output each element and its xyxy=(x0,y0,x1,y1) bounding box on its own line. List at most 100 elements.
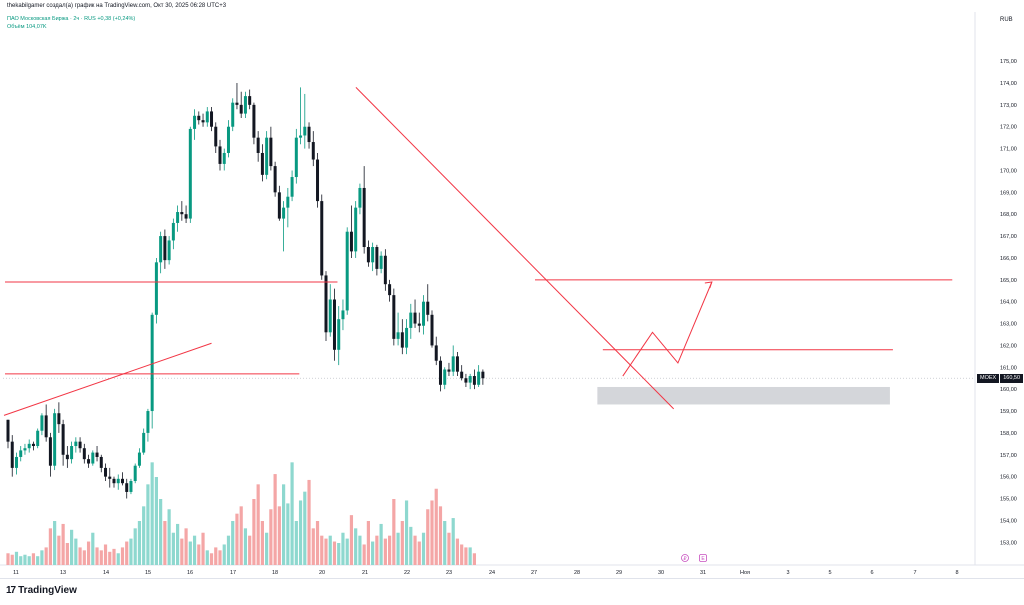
candle-body xyxy=(460,371,464,379)
candle-body xyxy=(48,437,52,466)
volume-bar xyxy=(44,547,48,565)
candle-body xyxy=(354,207,358,252)
volume-bar xyxy=(23,554,27,565)
volume-bar xyxy=(239,506,243,565)
candle-body xyxy=(409,312,413,328)
candle-body xyxy=(184,214,188,219)
candle-body xyxy=(388,284,392,296)
candle-body xyxy=(286,196,290,208)
x-tick-label: 16 xyxy=(187,570,193,576)
candle-body xyxy=(328,299,332,333)
candle-body xyxy=(146,411,150,433)
volume-bar xyxy=(209,553,214,565)
y-tick-label: 153,00 xyxy=(1000,540,1017,546)
candle-body xyxy=(426,301,430,315)
candle-body xyxy=(345,231,349,311)
volume-bar xyxy=(36,556,40,565)
candle-body xyxy=(23,448,27,451)
currency-label: RUB xyxy=(1000,17,1013,23)
candle-body xyxy=(74,441,78,447)
volume-bar xyxy=(277,506,281,565)
volume-bar xyxy=(332,541,337,565)
legend-change: +0,38 (+0,24%) xyxy=(97,16,136,22)
y-tick-label: 166,00 xyxy=(1000,256,1017,262)
candle-body xyxy=(99,456,103,468)
volume-bar xyxy=(248,535,252,565)
volume-bar xyxy=(65,543,69,565)
candle-body xyxy=(176,212,180,223)
candle-body xyxy=(379,255,383,269)
volume-bar xyxy=(413,535,417,565)
volume-bar xyxy=(120,547,125,565)
candle-body xyxy=(477,371,481,385)
volume-bar xyxy=(307,479,311,565)
candle-body xyxy=(116,478,120,484)
volume-bar xyxy=(176,523,180,565)
y-tick-label: 171,00 xyxy=(1000,147,1017,153)
candle-body xyxy=(129,481,133,492)
volume-bar xyxy=(112,548,116,565)
volume-bar xyxy=(48,528,52,565)
candle-body xyxy=(392,295,396,339)
volume-bar xyxy=(218,550,222,565)
volume-bar xyxy=(294,521,298,565)
candle-body xyxy=(163,236,167,261)
candle-body xyxy=(472,376,476,385)
volume-bar xyxy=(252,499,256,565)
volume-bar xyxy=(324,538,328,565)
tradingview-logo[interactable]: 17 TradingView xyxy=(6,585,77,596)
volume-bar xyxy=(366,521,370,565)
event-marker-label: E xyxy=(701,556,705,562)
x-tick-label: 13 xyxy=(60,570,66,576)
candle-body xyxy=(218,146,222,164)
volume-bar xyxy=(443,521,447,565)
candle-body xyxy=(277,192,281,219)
volume-bar xyxy=(61,523,65,565)
volume-bar xyxy=(349,515,354,565)
candle-body xyxy=(193,115,197,129)
candle-body xyxy=(400,332,404,348)
volume-bar xyxy=(226,535,231,565)
event-marker-label: ₽ xyxy=(683,556,687,562)
x-tick-label: 8 xyxy=(955,570,958,576)
candle-body xyxy=(78,441,82,449)
y-tick-label: 164,00 xyxy=(1000,300,1017,306)
y-tick-label: 172,00 xyxy=(1000,125,1017,131)
volume-bar xyxy=(74,538,78,565)
candle-body xyxy=(210,111,214,127)
volume-bar xyxy=(426,509,430,565)
volume-bar xyxy=(409,526,413,565)
candle-body xyxy=(40,415,44,431)
tradingview-logo-icon: 17 xyxy=(6,585,16,596)
candle-body xyxy=(44,415,48,438)
candle-body xyxy=(430,314,434,346)
candle-body xyxy=(316,159,320,202)
candle-body xyxy=(294,137,298,178)
volume-bar xyxy=(400,521,404,565)
legend-volume-label: Объём xyxy=(7,24,25,30)
candle-body xyxy=(108,476,112,479)
volume-bar xyxy=(40,550,44,565)
candle-body xyxy=(260,152,264,175)
candle-body xyxy=(311,142,315,160)
volume-bar xyxy=(451,518,455,565)
candle-body xyxy=(231,102,235,127)
y-tick-label: 167,00 xyxy=(1000,234,1017,240)
price-tag-ticker: MOEX xyxy=(977,374,1000,383)
candlestick-chart[interactable]: 153,00 154,00 155,00 156,00 157,00 158,00 159,… xyxy=(0,0,1024,580)
candle-body xyxy=(205,111,209,123)
candle-body xyxy=(252,104,256,138)
volume-bar xyxy=(10,554,14,565)
volume-bar xyxy=(91,532,95,565)
x-tick-label: 14 xyxy=(103,570,109,576)
volume-bar xyxy=(205,550,209,565)
y-tick-label: 163,00 xyxy=(1000,322,1017,328)
volume-bar xyxy=(269,509,273,565)
projection-path xyxy=(622,281,713,377)
volume-bar xyxy=(260,521,264,565)
volume-bar xyxy=(53,521,57,565)
candle-body xyxy=(226,126,230,153)
candle-body xyxy=(82,448,86,460)
x-tick-label: 22 xyxy=(404,570,410,576)
y-tick-label: 170,00 xyxy=(1000,168,1017,174)
